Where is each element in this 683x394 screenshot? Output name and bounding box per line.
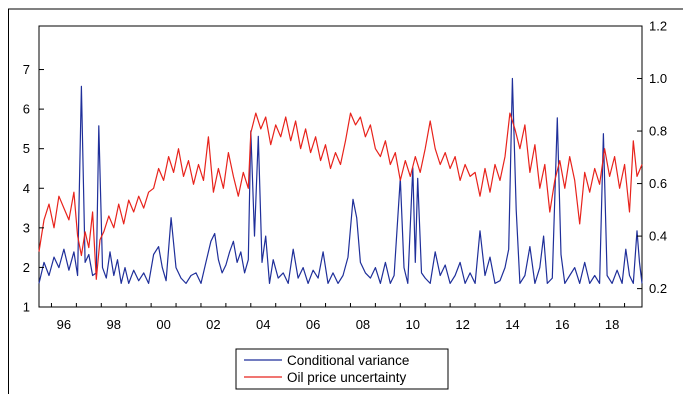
x-tick-label: 08 [356,317,370,332]
right-tick-label: 0.6 [649,176,667,191]
right-tick-label: 1.2 [649,19,667,34]
left-tick-label: 4 [23,181,30,196]
plot-area [38,25,643,308]
series-layer [38,77,643,284]
right-axis: 0.2 0.4 0.6 0.8 1.0 1.2 [637,19,667,296]
legend-box [235,348,449,390]
legend: Conditional variance Oil price uncertain… [235,348,449,390]
x-tick-label: 96 [57,317,71,332]
x-tick-label: 10 [406,317,420,332]
x-tick-label: 98 [107,317,121,332]
x-tick-label: 06 [306,317,320,332]
left-tick-label: 1 [23,300,30,315]
right-tick-label: 0.8 [649,124,667,139]
x-tick-label: 02 [206,317,220,332]
right-tick-label: 1.0 [649,71,667,86]
x-tick-label: 16 [555,317,569,332]
legend-label-conditional-variance: Conditional variance [287,353,409,368]
x-tick-label: 12 [455,317,469,332]
series-line-oil-price-uncertainty [38,112,643,280]
left-tick-label: 5 [23,141,30,156]
right-tick-label: 0.2 [649,281,667,296]
x-tick-label: 18 [605,317,619,332]
left-tick-label: 3 [23,220,30,235]
right-tick-label: 0.4 [649,229,667,244]
left-axis: 1 2 3 4 5 6 7 [23,62,44,315]
legend-label-oil-price-uncertainty: Oil price uncertainty [287,370,407,385]
left-tick-label: 7 [23,62,30,77]
left-tick-label: 6 [23,102,30,117]
x-axis: 96 98 00 02 04 06 08 10 12 14 16 18 [50,303,626,332]
x-tick-label: 14 [505,317,519,332]
x-tick-label: 04 [256,317,270,332]
x-tick-label: 00 [156,317,170,332]
series-line-conditional-variance [38,77,643,284]
left-tick-label: 2 [23,260,30,275]
